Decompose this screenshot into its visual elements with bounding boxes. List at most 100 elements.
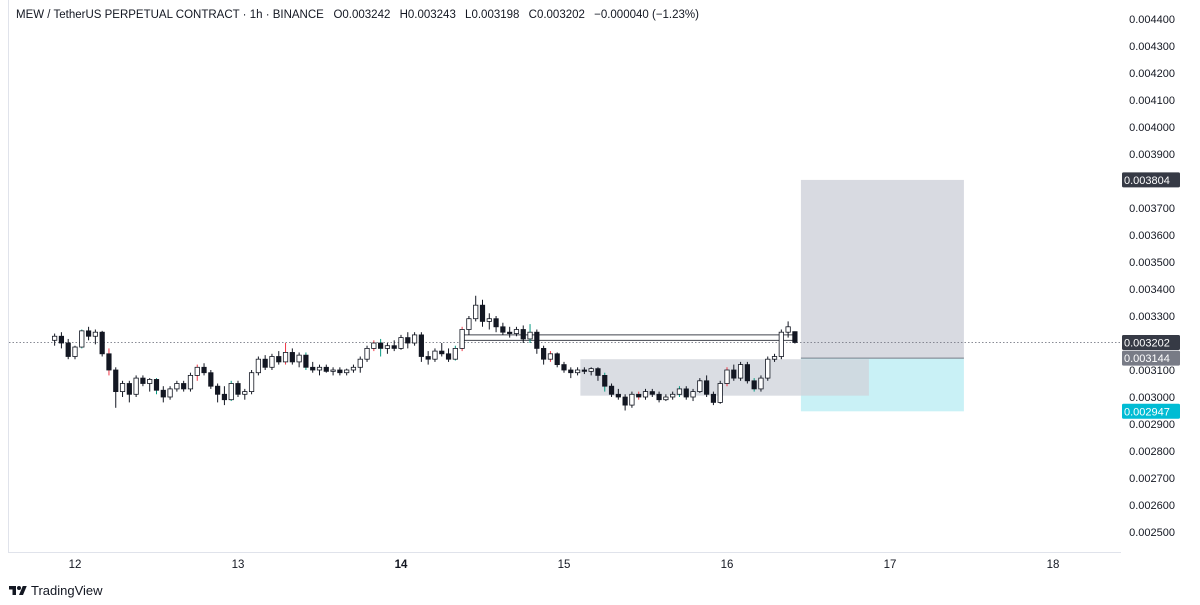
candle-body[interactable] [615,393,621,398]
candle-body[interactable] [704,380,710,395]
candle-body[interactable] [221,393,228,401]
candle-body[interactable] [507,331,513,334]
candle-body[interactable] [242,391,248,395]
candle-body[interactable] [622,396,628,406]
candle-body[interactable] [153,379,160,391]
candle-body[interactable] [561,364,567,371]
candle-body[interactable] [405,337,411,344]
candle-body[interactable] [670,393,676,398]
candle-body[interactable] [201,366,207,374]
candle-body[interactable] [398,337,404,349]
candle-body[interactable] [432,350,438,360]
candle-body[interactable] [459,329,465,349]
candle-body[interactable] [364,347,370,360]
candle-body[interactable] [411,334,418,344]
candle-body[interactable] [758,377,764,390]
candle-body[interactable] [310,366,316,371]
candle-body[interactable] [473,304,479,320]
candle-body[interactable] [792,331,798,343]
candle-body[interactable] [174,383,180,390]
candle-body[interactable] [133,377,139,395]
candle-body[interactable] [262,358,268,368]
candle-body[interactable] [765,358,771,379]
chart-frame[interactable] [8,0,1121,553]
candle-body[interactable] [445,353,452,360]
range-box[interactable] [461,334,794,341]
legend-symbol[interactable]: MEW / TetherUS PERPETUAL CONTRACT [16,9,240,21]
candle-body[interactable] [52,335,58,341]
candle-body[interactable] [330,369,336,372]
candle-body[interactable] [119,383,126,393]
candle-body[interactable] [486,318,492,322]
candle-body[interactable] [656,393,662,401]
candle-body[interactable] [554,353,560,365]
candle-body[interactable] [113,369,119,393]
candle-body[interactable] [140,377,146,384]
candle-body[interactable] [649,391,655,395]
candle-body[interactable] [371,342,377,349]
candle-body[interactable] [344,369,350,374]
candle-body[interactable] [602,374,608,387]
candle-body[interactable] [337,369,343,374]
candle-body[interactable] [85,330,92,337]
candle-body[interactable] [425,356,431,360]
candle-body[interactable] [663,396,669,401]
candle-body[interactable] [452,347,458,360]
candle-body[interactable] [690,391,696,398]
candle-body[interactable] [737,364,744,379]
candle-body[interactable] [289,352,295,363]
candle-body[interactable] [500,326,506,333]
candle-body[interactable] [520,329,526,340]
candle-body[interactable] [187,374,194,390]
candle-body[interactable] [215,385,221,395]
candle-body[interactable] [731,369,737,379]
candle-body[interactable] [568,369,574,374]
candle-body[interactable] [106,353,112,371]
candle-body[interactable] [541,347,547,360]
candle-body[interactable] [72,346,78,357]
candle-body[interactable] [717,383,723,403]
candle-body[interactable] [697,380,703,392]
candle-body[interactable] [595,368,601,376]
candle-body[interactable] [269,356,275,368]
candle-body[interactable] [574,369,581,374]
candle-body[interactable] [588,368,594,372]
candle-body[interactable] [126,383,132,395]
candle-body[interactable] [276,356,282,363]
candle-body[interactable] [167,388,173,398]
candle-body[interactable] [744,364,750,382]
legend-interval[interactable]: 1h [249,9,263,21]
candle-body[interactable] [228,383,234,401]
candle-body[interactable] [527,331,533,340]
candle-body[interactable] [534,331,540,349]
candle-body[interactable] [683,388,689,398]
candle-body[interactable] [439,350,445,355]
candle-body[interactable] [65,342,71,357]
candle-body[interactable] [79,330,85,348]
candle-body[interactable] [160,389,166,398]
candle-body[interactable] [303,354,309,368]
candle-body[interactable] [493,318,499,328]
candle-body[interactable] [147,379,153,384]
candle-body[interactable] [350,366,357,371]
candle-body[interactable] [724,369,730,384]
candle-body[interactable] [194,366,200,376]
candle-body[interactable] [208,372,214,387]
candle-body[interactable] [58,335,65,344]
candle-body[interactable] [248,372,255,393]
candle-body[interactable] [235,383,241,395]
candle-body[interactable] [466,318,472,330]
tradingview-branding[interactable]: TradingView [9,583,103,598]
candle-body[interactable] [778,331,784,357]
candle-body[interactable] [751,380,757,390]
candle-body[interactable] [296,354,302,363]
candle-body[interactable] [479,304,486,322]
candle-body[interactable] [92,331,98,337]
candle-body[interactable] [608,385,615,395]
candle-body[interactable] [378,342,384,349]
candle-body[interactable] [255,358,261,374]
candle-body[interactable] [785,326,791,333]
candle-body[interactable] [513,329,520,334]
candle-body[interactable] [642,391,649,398]
candle-body[interactable] [636,393,642,398]
